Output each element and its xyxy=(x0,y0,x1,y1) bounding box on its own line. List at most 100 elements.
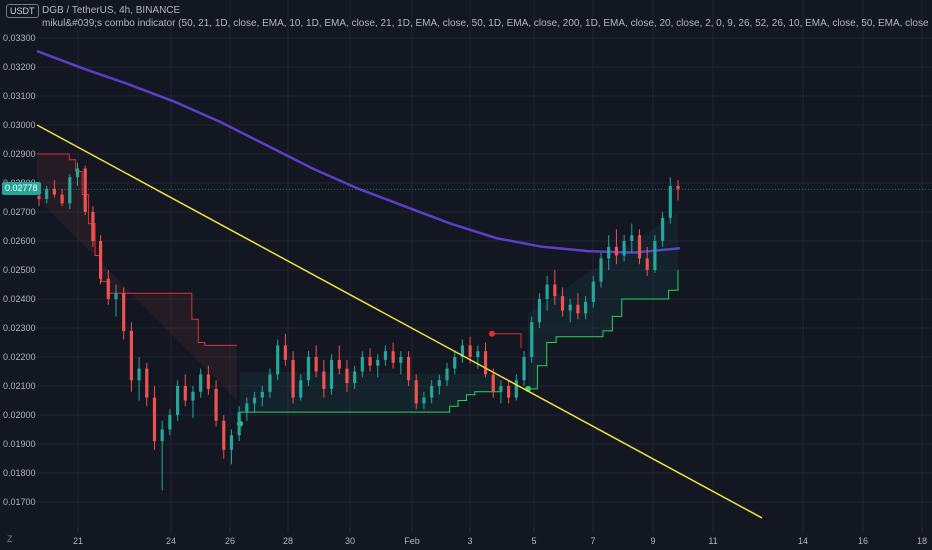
candle-body xyxy=(345,368,349,384)
candle-body xyxy=(276,345,280,375)
x-tick-label: 21 xyxy=(73,536,83,546)
candle-body xyxy=(353,371,357,384)
candle-body xyxy=(152,397,157,442)
candle-body xyxy=(260,391,264,398)
stop-line-green xyxy=(240,391,500,413)
candle-body xyxy=(160,429,164,442)
stop-fill-green xyxy=(240,371,500,413)
candle-body xyxy=(52,188,56,195)
candle-body xyxy=(268,374,272,392)
x-tick-label: 24 xyxy=(166,536,176,546)
y-tick-label: 0.03300 xyxy=(3,33,36,43)
candle-body xyxy=(406,357,411,381)
candle-body xyxy=(607,246,611,259)
candle-body xyxy=(676,185,680,189)
candle-body xyxy=(175,386,180,415)
candle-body xyxy=(460,345,465,357)
candle-body xyxy=(568,304,572,311)
candle-body xyxy=(68,177,72,204)
y-tick-label: 0.01900 xyxy=(3,439,36,449)
candle-body xyxy=(222,420,226,450)
x-tick-label: 16 xyxy=(858,536,868,546)
candle-body xyxy=(391,351,395,363)
y-tick-label: 0.01800 xyxy=(3,468,36,478)
candle-body xyxy=(368,357,372,366)
y-tick-label: 0.02000 xyxy=(3,410,36,420)
y-tick-label: 0.02900 xyxy=(3,149,36,159)
x-tick-label: 28 xyxy=(283,536,293,546)
candle-body xyxy=(168,415,172,430)
candle-body xyxy=(422,397,426,404)
candle-body xyxy=(252,397,257,404)
candle-body xyxy=(599,258,603,282)
y-tick-label: 0.02100 xyxy=(3,381,36,391)
legend: DGB / TetherUS, 4h, BINANCE mikul&#039;s… xyxy=(42,4,928,30)
candle-body xyxy=(476,351,480,357)
trendline[interactable] xyxy=(36,124,763,519)
candle-body xyxy=(430,386,434,398)
y-tick-label: 0.03000 xyxy=(3,120,36,130)
candle-body xyxy=(306,357,311,381)
y-tick-label: 0.02400 xyxy=(3,294,36,304)
candle-body xyxy=(376,359,380,366)
candle-body xyxy=(299,380,303,398)
candle-body xyxy=(329,359,334,389)
candle-body xyxy=(229,435,234,450)
y-tick-label: 0.02500 xyxy=(3,265,36,275)
candle-body xyxy=(122,293,126,331)
symbol-title[interactable]: DGB / TetherUS, 4h, BINANCE xyxy=(42,5,181,16)
candle-body xyxy=(584,301,588,314)
candle-body xyxy=(337,359,341,369)
candle-body xyxy=(637,235,642,259)
candle-body xyxy=(399,357,403,363)
candle-body xyxy=(507,386,511,398)
candle-body xyxy=(199,374,203,392)
candle-body xyxy=(522,357,526,381)
candle-body xyxy=(283,345,287,360)
candle-body xyxy=(453,357,457,369)
currency-badge[interactable]: USDT xyxy=(6,4,39,18)
x-tick-label: 11 xyxy=(708,536,717,546)
candle-body xyxy=(291,359,295,398)
candle-body xyxy=(653,241,657,270)
current-price-label: 0.02778 xyxy=(2,182,41,196)
candle-body xyxy=(206,374,210,389)
y-axis[interactable]: 0.033000.032000.031000.030000.029000.028… xyxy=(3,33,932,507)
candle-body xyxy=(445,368,449,381)
indicator-label[interactable]: mikul&#039;s combo indicator (50, 21, 1D… xyxy=(42,18,928,29)
candle-body xyxy=(214,388,218,421)
candle-body xyxy=(183,386,187,401)
candle-body xyxy=(468,345,472,357)
candle-body xyxy=(530,322,534,357)
candle-body xyxy=(75,168,80,178)
x-tick-label: 5 xyxy=(531,536,536,546)
x-tick-label: 30 xyxy=(345,536,355,546)
candle-body xyxy=(645,258,649,270)
x-tick-label: 3 xyxy=(467,536,472,546)
x-tick-label: 9 xyxy=(650,536,655,546)
zoom-icon[interactable]: Z xyxy=(7,534,13,544)
candle-body xyxy=(191,391,195,401)
candle-body xyxy=(37,196,41,199)
candle-body xyxy=(129,330,133,381)
candle-body xyxy=(91,212,95,241)
x-tick-label: 26 xyxy=(225,536,235,546)
stop-fill-red xyxy=(37,154,237,401)
candle-body xyxy=(145,368,149,398)
candle-body xyxy=(237,412,241,436)
candle-body xyxy=(137,368,141,381)
candle-body xyxy=(591,281,595,302)
candle-body xyxy=(668,185,672,218)
candle-body xyxy=(60,194,64,204)
candle-body xyxy=(83,168,87,212)
stop-line-red-2 xyxy=(492,333,522,349)
moving-average-line xyxy=(36,49,681,254)
candle-body xyxy=(414,380,418,404)
candle-body xyxy=(114,293,118,299)
y-tick-label: 0.02600 xyxy=(3,236,36,246)
candle-body xyxy=(322,371,326,389)
candle-body xyxy=(545,284,549,299)
candles xyxy=(37,162,680,491)
